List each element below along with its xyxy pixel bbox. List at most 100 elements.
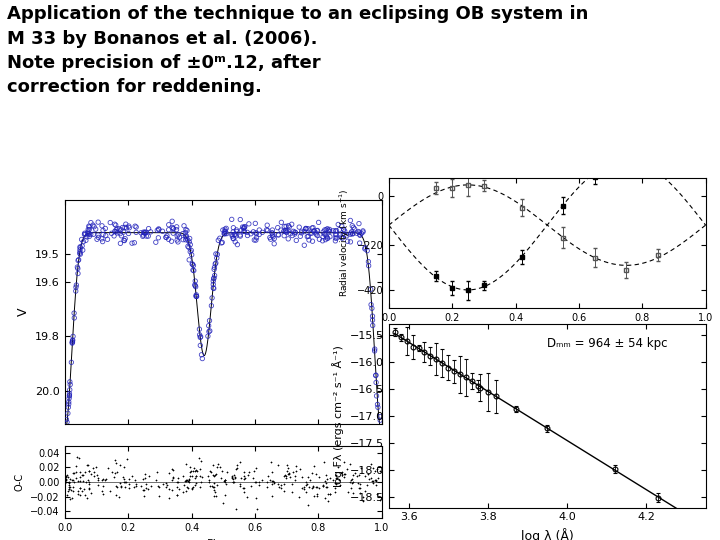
Point — [63, 478, 74, 487]
Point — [266, 491, 278, 500]
Point — [287, 231, 298, 240]
Point — [89, 222, 100, 231]
Point — [60, 473, 71, 482]
Point — [109, 220, 120, 228]
Point — [68, 468, 80, 477]
Point — [61, 490, 73, 499]
Point — [318, 232, 329, 241]
Point — [348, 223, 359, 232]
Point — [66, 358, 77, 367]
Point — [278, 480, 289, 488]
Point — [217, 226, 229, 234]
Point — [284, 472, 296, 481]
Point — [120, 234, 131, 243]
Point — [230, 232, 241, 240]
Point — [226, 471, 238, 480]
Point — [180, 460, 192, 469]
Point — [367, 321, 379, 330]
Y-axis label: O-C: O-C — [14, 473, 24, 491]
Point — [310, 470, 322, 478]
Point — [336, 234, 348, 242]
Point — [116, 482, 127, 490]
Point — [203, 321, 215, 330]
Point — [354, 480, 366, 488]
Point — [184, 240, 196, 249]
Point — [140, 228, 151, 237]
Point — [287, 227, 299, 235]
Point — [220, 490, 231, 499]
Point — [206, 301, 217, 310]
Point — [81, 494, 92, 503]
Point — [308, 227, 320, 235]
Point — [186, 467, 197, 475]
Point — [67, 483, 78, 492]
Point — [305, 476, 316, 484]
Point — [191, 292, 202, 301]
Point — [314, 484, 325, 492]
Point — [210, 492, 222, 501]
Point — [143, 472, 154, 481]
Point — [168, 224, 179, 233]
Point — [216, 239, 228, 247]
Point — [82, 461, 94, 469]
Point — [75, 468, 86, 476]
Point — [226, 472, 238, 481]
Point — [118, 236, 130, 245]
Point — [166, 217, 178, 226]
Point — [84, 467, 95, 475]
Point — [248, 235, 260, 244]
Point — [336, 468, 348, 476]
Point — [110, 225, 122, 234]
Point — [130, 482, 142, 490]
Point — [342, 488, 354, 496]
X-axis label: Phase: Phase — [533, 328, 562, 338]
Point — [130, 228, 142, 237]
Point — [238, 224, 250, 233]
Point — [266, 231, 278, 240]
Point — [330, 227, 341, 235]
Point — [214, 234, 225, 242]
Point — [359, 245, 371, 253]
Point — [372, 400, 383, 409]
Point — [74, 242, 86, 251]
Point — [188, 261, 199, 270]
Point — [338, 225, 349, 233]
Point — [284, 230, 296, 238]
Point — [160, 233, 171, 241]
Point — [79, 229, 91, 238]
Point — [256, 476, 268, 484]
Point — [289, 230, 300, 238]
Point — [336, 222, 348, 231]
Point — [81, 230, 93, 238]
Point — [171, 483, 183, 491]
Point — [256, 228, 268, 237]
Point — [118, 477, 130, 486]
Point — [266, 229, 278, 238]
Text: Dₘₘ = 964 ± 54 kpc: Dₘₘ = 964 ± 54 kpc — [547, 337, 667, 350]
Point — [266, 228, 278, 237]
Point — [341, 232, 352, 240]
Point — [330, 474, 342, 482]
Point — [67, 332, 78, 341]
Point — [220, 225, 231, 233]
Point — [324, 489, 336, 498]
Point — [173, 478, 184, 487]
Point — [73, 255, 84, 264]
Point — [60, 432, 72, 441]
Point — [230, 238, 241, 246]
Point — [370, 476, 382, 484]
Point — [202, 472, 214, 481]
Point — [235, 226, 247, 234]
Point — [330, 478, 341, 487]
Point — [177, 471, 189, 480]
Point — [100, 231, 112, 240]
Point — [71, 453, 83, 461]
Point — [171, 478, 183, 487]
Point — [354, 219, 365, 228]
Point — [72, 487, 84, 496]
Point — [180, 228, 192, 237]
Point — [78, 230, 90, 239]
Point — [197, 354, 208, 363]
Point — [67, 487, 78, 495]
Point — [120, 477, 131, 486]
